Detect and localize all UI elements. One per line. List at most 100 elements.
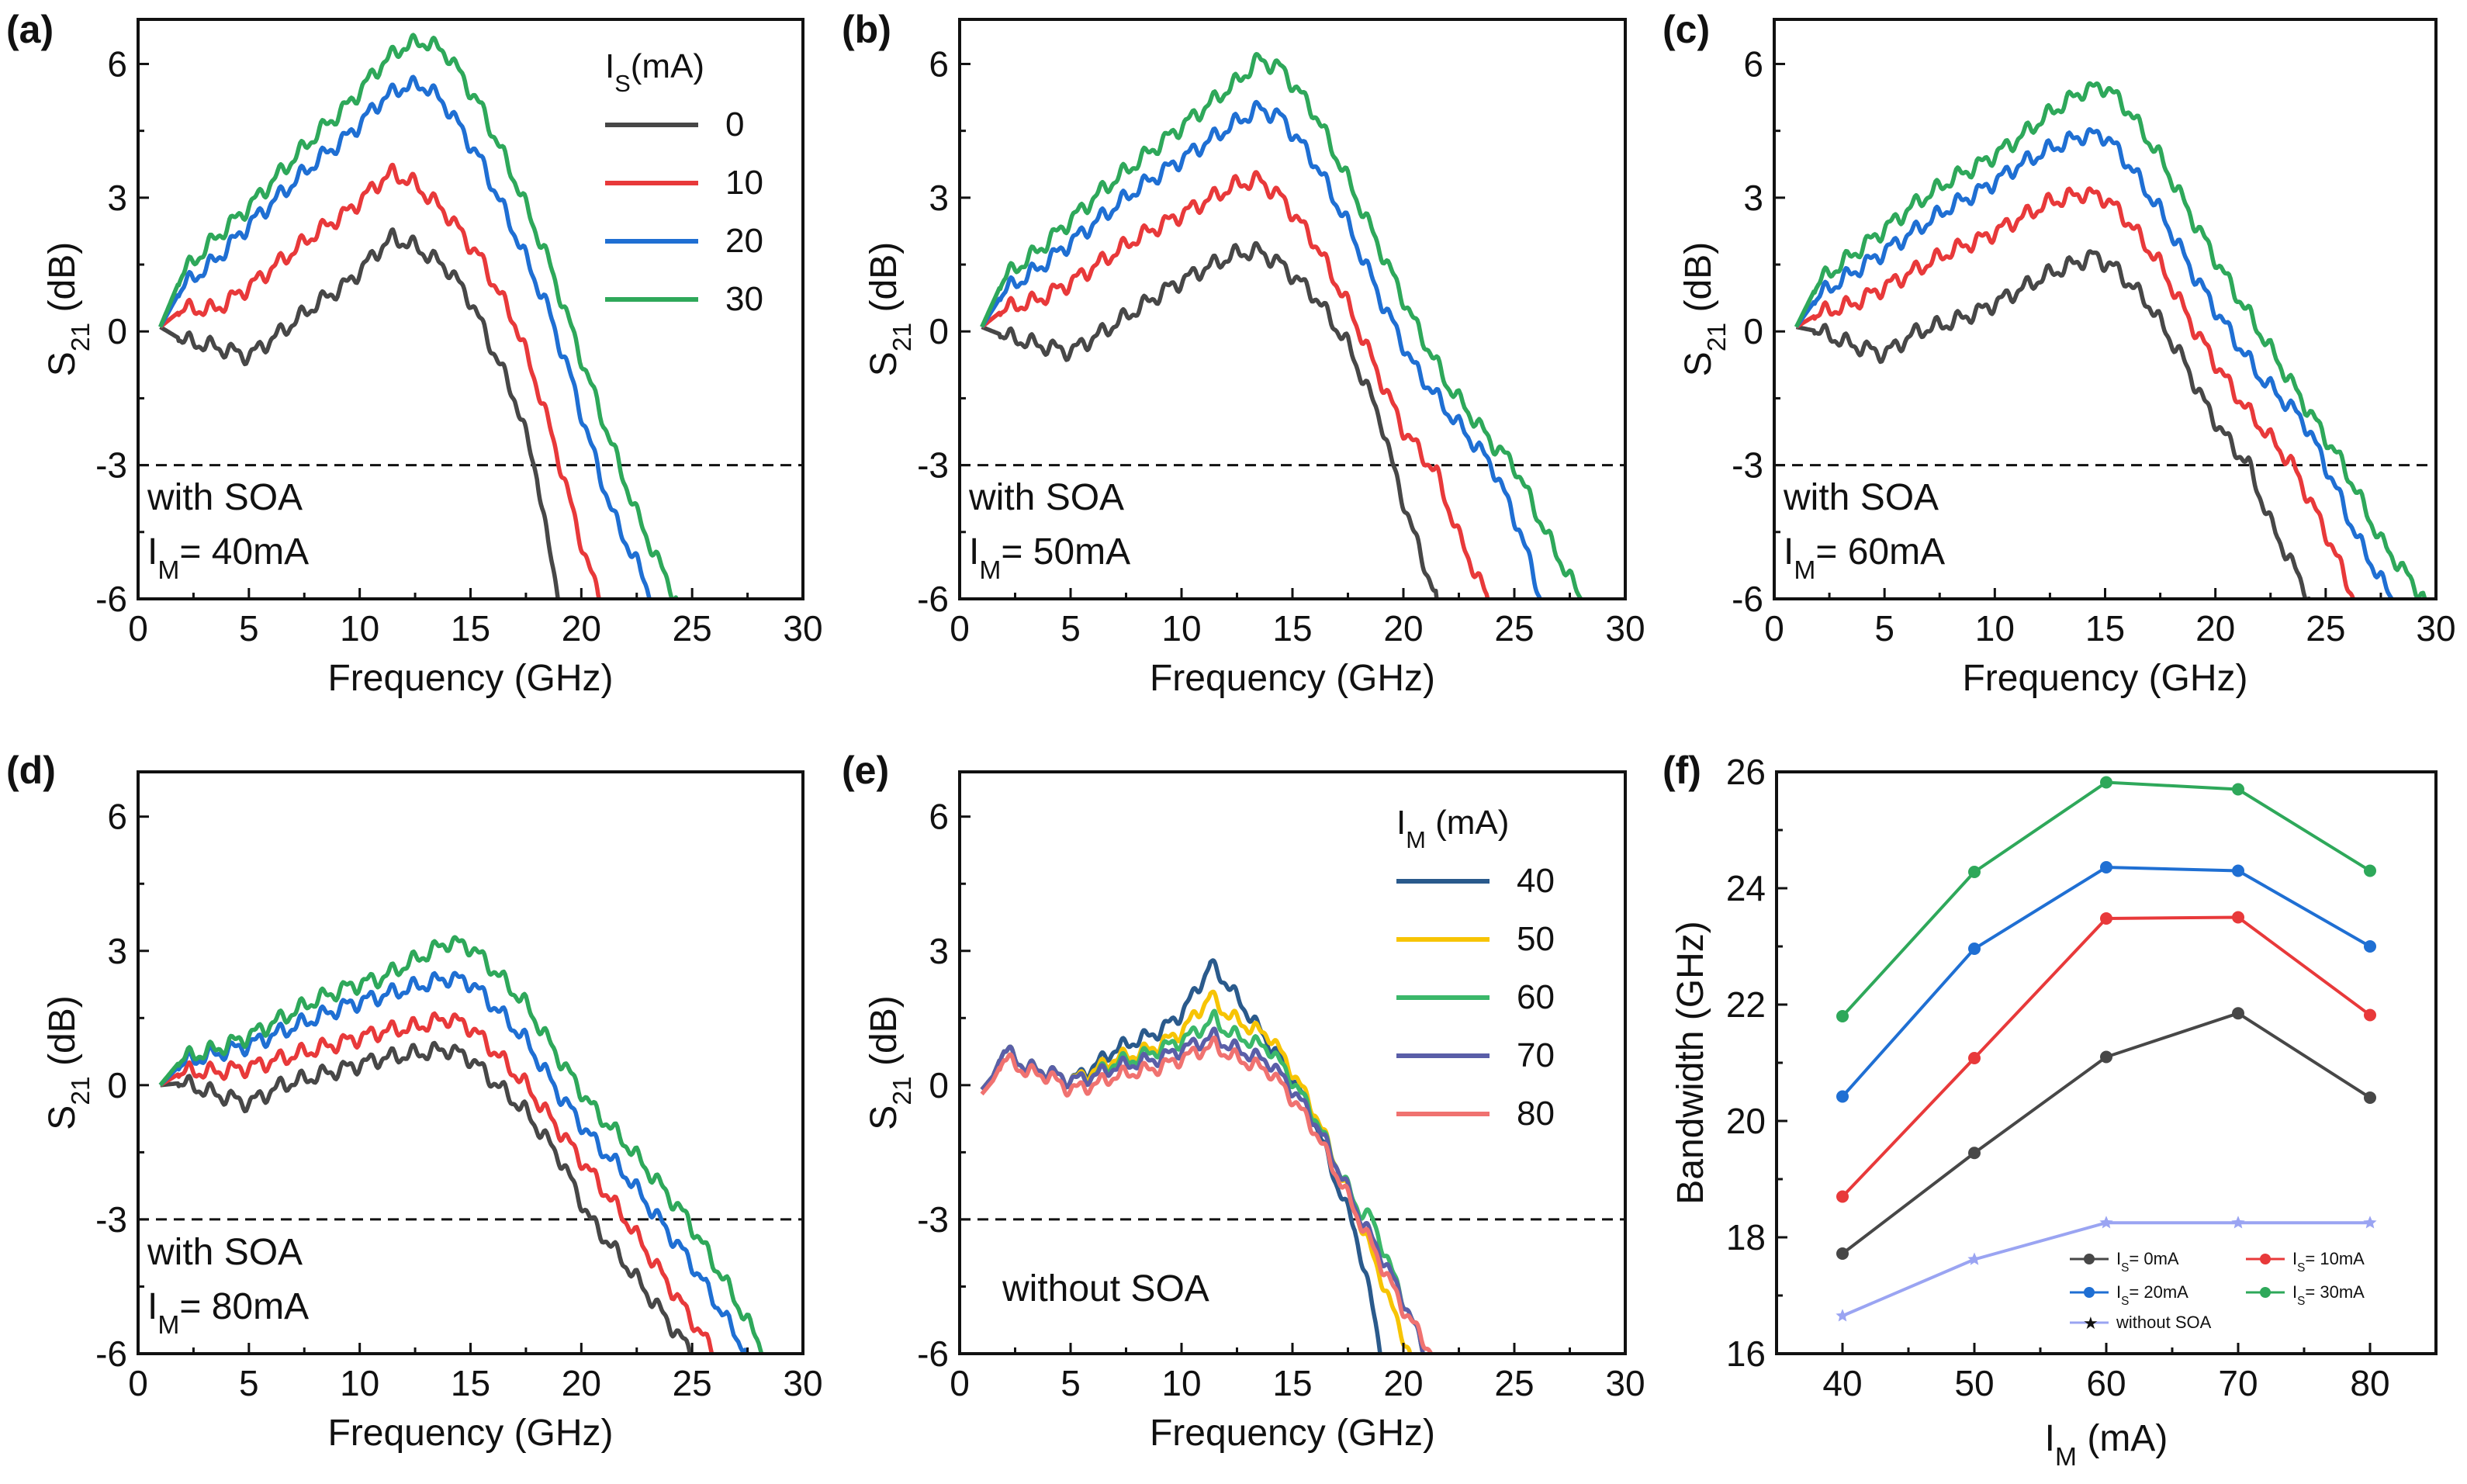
legend-marker bbox=[2084, 1254, 2095, 1264]
y-tick-label: 0 bbox=[929, 311, 949, 351]
x-axis-title: Frequency (GHz) bbox=[327, 658, 613, 699]
y-axis-title: S21 (dB) bbox=[1678, 242, 1732, 376]
data-point bbox=[2364, 1091, 2376, 1104]
x-axis-title: Frequency (GHz) bbox=[1150, 658, 1435, 699]
panel-b: (b) 0 5 10 15 20 25 30 -6 -3 0 3 6 Frequency (GHz) S21… bbox=[842, 8, 1645, 699]
x-tick-label: 0 bbox=[950, 608, 970, 649]
data-point bbox=[2232, 1007, 2244, 1020]
y-axis-title: S21 (dB) bbox=[42, 242, 95, 376]
x-tick-label: 30 bbox=[783, 608, 822, 649]
y-tick-label: -6 bbox=[917, 1334, 949, 1374]
legend-label: 10 bbox=[725, 164, 763, 202]
legend-label: without SOA bbox=[2116, 1313, 2212, 1332]
x-tick-label: 25 bbox=[673, 608, 712, 649]
series-group bbox=[1794, 81, 2427, 599]
legend-label: IS= 20mA bbox=[2116, 1282, 2188, 1308]
x-tick-label: 70 bbox=[2218, 1363, 2258, 1403]
y-tick-label: 0 bbox=[107, 1065, 127, 1105]
x-tick-label: 20 bbox=[562, 608, 601, 649]
series-group bbox=[980, 52, 1583, 599]
x-tick-label: 60 bbox=[2086, 1363, 2126, 1403]
legend-marker bbox=[2260, 1254, 2271, 1264]
series-line-3 bbox=[158, 33, 679, 599]
x-tick-label: 10 bbox=[340, 608, 379, 649]
x-tick-label: 0 bbox=[1764, 608, 1784, 649]
data-point bbox=[2100, 1050, 2112, 1064]
series-line-2 bbox=[158, 970, 749, 1354]
legend-label: IS= 10mA bbox=[2292, 1249, 2365, 1275]
series-line-3 bbox=[980, 1026, 1426, 1354]
y-tick-label: 16 bbox=[1726, 1334, 1766, 1374]
panel-d: (d) 0 5 10 15 20 25 30 -6 -3 0 3 6 Frequency (GHz) S21… bbox=[6, 749, 823, 1454]
series-line-2 bbox=[1794, 126, 2394, 599]
y-tick-label: 0 bbox=[107, 311, 127, 351]
x-tick-label: 15 bbox=[1272, 608, 1312, 649]
series-group bbox=[158, 33, 679, 599]
series-line-4 bbox=[980, 1035, 1434, 1354]
annotation-soa: with SOA bbox=[147, 477, 303, 518]
data-point bbox=[1836, 1090, 1849, 1103]
series-group bbox=[980, 958, 1434, 1354]
y-tick-label: 6 bbox=[107, 43, 127, 84]
series-line-0 bbox=[159, 227, 560, 599]
data-point bbox=[2100, 912, 2112, 925]
x-tick-label: 5 bbox=[239, 1363, 259, 1403]
y-tick-label: -6 bbox=[95, 579, 127, 619]
x-tick-label: 20 bbox=[1383, 608, 1423, 649]
x-tick-label: 0 bbox=[128, 608, 148, 649]
annotation-soa: with SOA bbox=[968, 477, 1124, 518]
panel-e: (e) 0 5 10 15 20 25 30 -6 -3 0 3 6 Frequency (GHz) S21… bbox=[842, 749, 1645, 1454]
y-axis-title: S21 (dB) bbox=[42, 995, 95, 1129]
x-tick-label: 20 bbox=[2195, 608, 2235, 649]
legend-title: IS(mA) bbox=[605, 47, 704, 97]
legend-marker bbox=[2260, 1287, 2271, 1298]
data-point bbox=[1836, 1190, 1849, 1203]
x-tick-label: 30 bbox=[2416, 608, 2455, 649]
series-line-3 bbox=[980, 52, 1583, 599]
y-tick-label: 26 bbox=[1726, 752, 1766, 792]
y-tick-label: -3 bbox=[1732, 445, 1763, 486]
x-tick-label: 10 bbox=[1161, 1363, 1201, 1403]
y-tick-label: 24 bbox=[1726, 868, 1766, 908]
annotation-im: IM= 50mA bbox=[969, 531, 1130, 585]
y-tick-label: -6 bbox=[95, 1334, 127, 1374]
annotation-im: IM= 80mA bbox=[147, 1286, 309, 1340]
x-tick-label: 30 bbox=[1605, 1363, 1645, 1403]
y-tick-label: 3 bbox=[929, 178, 949, 218]
y-tick-label: -6 bbox=[1732, 579, 1763, 619]
y-tick-label: 3 bbox=[107, 931, 127, 971]
x-tick-label: 80 bbox=[2350, 1363, 2389, 1403]
data-point bbox=[2364, 940, 2376, 953]
y-tick-label: 0 bbox=[929, 1065, 949, 1105]
data-point bbox=[2364, 1008, 2376, 1022]
series-line-3 bbox=[158, 935, 766, 1354]
y-tick-label: -3 bbox=[95, 445, 127, 486]
series-group bbox=[158, 935, 766, 1354]
y-tick-label: -6 bbox=[917, 579, 949, 619]
series-line-3 bbox=[1794, 81, 2427, 599]
data-point bbox=[2364, 864, 2376, 877]
data-point bbox=[1968, 943, 1981, 955]
panel-f: (f) 40 50 60 70 80 16 18 20 22 24 26 IM (mA) Bandwidt… bbox=[1663, 749, 2438, 1472]
series-line-1 bbox=[159, 1011, 714, 1354]
panel-label: (d) bbox=[6, 749, 56, 792]
x-tick-label: 25 bbox=[1494, 1363, 1534, 1403]
x-tick-label: 25 bbox=[2306, 608, 2345, 649]
series-line-1 bbox=[158, 162, 601, 599]
x-tick-label: 25 bbox=[1494, 608, 1534, 649]
y-axis-title: Bandwidth (GHz) bbox=[1670, 921, 1711, 1204]
x-tick-label: 5 bbox=[239, 608, 259, 649]
x-tick-label: 25 bbox=[673, 1363, 712, 1403]
data-point bbox=[2363, 1216, 2377, 1229]
y-tick-label: -3 bbox=[917, 445, 949, 486]
legend-label: IS= 0mA bbox=[2116, 1249, 2179, 1275]
x-tick-label: 20 bbox=[562, 1363, 601, 1403]
x-tick-label: 15 bbox=[2085, 608, 2125, 649]
series-line-4 bbox=[1842, 1221, 2370, 1318]
data-point bbox=[1968, 866, 1981, 878]
y-tick-label: 6 bbox=[107, 797, 127, 837]
x-tick-label: 30 bbox=[783, 1363, 822, 1403]
y-axis-title: S21 (dB) bbox=[863, 242, 917, 376]
legend-label: 20 bbox=[725, 222, 763, 260]
y-tick-label: 6 bbox=[1743, 43, 1763, 84]
